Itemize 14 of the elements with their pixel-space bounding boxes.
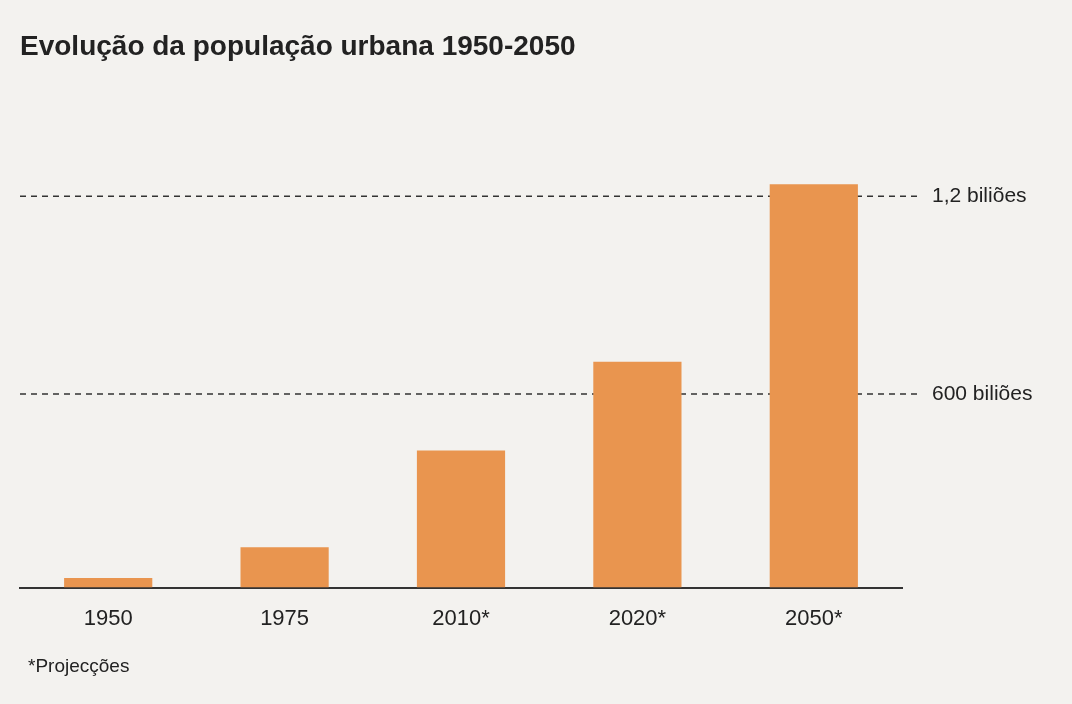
bar: [769, 184, 858, 588]
bar: [593, 361, 682, 588]
ref-line-label: 600 biliões: [932, 380, 1033, 404]
x-tick-label: 1950: [83, 604, 133, 630]
bar: [64, 577, 153, 588]
text: *Projecções: [28, 655, 130, 677]
bar: [240, 547, 329, 588]
bar: [416, 450, 506, 588]
x-tick-label: 2020*: [608, 604, 667, 630]
x-tick-label: 2010*: [432, 604, 491, 630]
chart-title: Evolução da população urbana 1950-2050: [20, 29, 576, 61]
x-tick-label: 1975: [260, 604, 310, 630]
x-tick-label: 2050*: [785, 604, 843, 630]
ref-line-label: 1,2 biliões: [932, 183, 1027, 207]
